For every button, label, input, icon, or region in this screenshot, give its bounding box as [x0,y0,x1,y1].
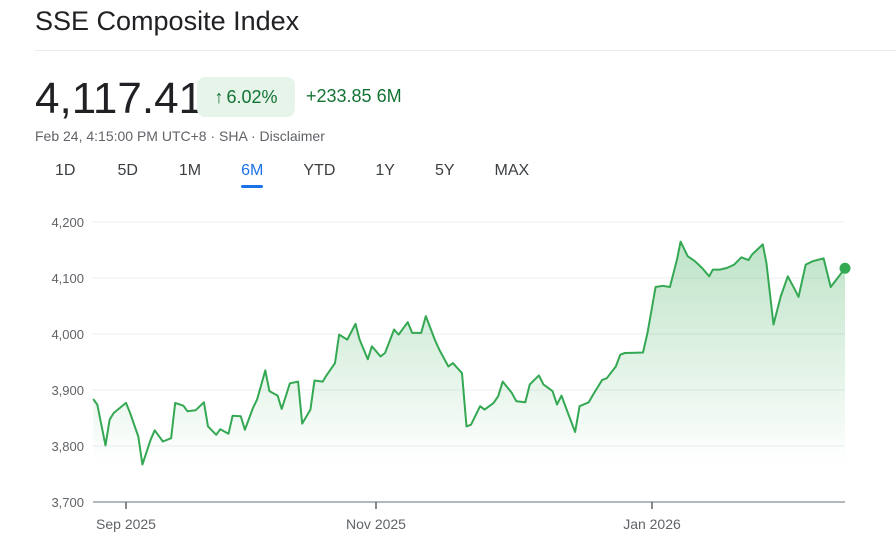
tab-max[interactable]: MAX [494,162,530,179]
x-tick-label: Jan 2026 [623,516,681,532]
x-tick-label: Sep 2025 [96,516,156,532]
tab-5y[interactable]: 5Y [434,162,455,179]
separator: · [210,128,216,144]
exchange: SHA [219,128,248,144]
area-fill [93,241,845,465]
current-value-marker [839,262,851,274]
change-percent-badge: ↑ 6.02% [197,77,295,117]
y-tick-label: 3,700 [51,495,84,510]
tab-1y[interactable]: 1Y [375,162,395,179]
divider [35,50,896,51]
change-value: +233.85 [306,86,372,106]
tab-5d[interactable]: 5D [117,162,138,179]
price-line [92,240,846,466]
change-absolute: +233.85 6M [306,86,402,107]
x-tick-label: Nov 2025 [346,516,406,532]
y-tick-label: 3,800 [51,439,84,454]
tab-1d[interactable]: 1D [55,162,76,179]
tab-6m[interactable]: 6M [241,160,264,188]
y-tick-label: 3,900 [51,383,84,398]
tab-1m[interactable]: 1M [178,162,202,179]
page-title: SSE Composite Index [35,6,300,36]
y-tick-label: 4,100 [51,271,84,286]
change-percent: 6.02% [226,86,278,107]
range-tabs: 1D 5D 1M 6M YTD 1Y 5Y MAX [35,160,529,188]
change-period: 6M [376,86,402,106]
y-tick-label: 4,200 [51,215,84,230]
current-price: 4,117.41 [35,74,204,123]
arrow-up-icon: ↑ [214,86,224,107]
separator: · [250,128,256,144]
disclaimer-link[interactable]: Disclaimer [259,128,325,144]
y-tick-label: 4,000 [51,327,84,342]
timestamp: Feb 24, 4:15:00 PM UTC+8 [35,128,207,144]
quote-meta: Feb 24, 4:15:00 PM UTC+8 · SHA · Disclai… [35,128,325,144]
tab-ytd[interactable]: YTD [303,162,336,179]
